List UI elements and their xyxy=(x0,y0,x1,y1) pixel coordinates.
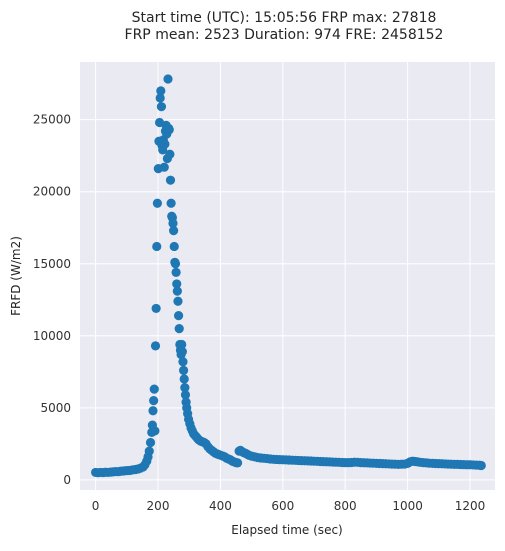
data-point xyxy=(149,396,159,406)
x-axis-label: Elapsed time (sec) xyxy=(231,523,342,537)
x-tick-labels: 0 200 400 600 800 1000 1200 xyxy=(92,499,486,513)
data-point xyxy=(150,341,161,351)
data-point xyxy=(173,296,183,306)
data-point xyxy=(164,125,174,135)
grid-lines xyxy=(80,62,495,490)
data-point xyxy=(145,437,156,448)
y-tick-label: 5000 xyxy=(40,401,71,415)
data-point xyxy=(171,267,181,277)
data-point xyxy=(152,198,162,208)
data-point xyxy=(180,390,191,400)
data-points xyxy=(91,74,486,478)
y-tick-label: 20000 xyxy=(33,185,71,199)
data-point xyxy=(155,93,165,103)
chart-title-line-1: Start time (UTC): 15:05:56 FRP max: 2781… xyxy=(132,10,437,26)
x-tick-label: 0 xyxy=(92,499,100,513)
plot-area xyxy=(80,62,495,490)
data-point xyxy=(178,365,189,375)
y-tick-label: 0 xyxy=(63,473,71,487)
data-point xyxy=(170,259,181,269)
y-tick-label: 15000 xyxy=(33,257,71,271)
x-tick-label: 1200 xyxy=(455,499,486,513)
data-point xyxy=(177,339,187,350)
data-point xyxy=(174,311,184,321)
y-tick-labels: 0 5000 10000 15000 20000 25000 xyxy=(33,113,71,487)
x-tick-label: 400 xyxy=(209,499,232,513)
data-point xyxy=(160,139,170,149)
data-point xyxy=(168,218,178,229)
data-point xyxy=(156,102,167,112)
data-point xyxy=(169,241,179,252)
data-point xyxy=(150,426,160,436)
data-point xyxy=(144,446,154,456)
data-point xyxy=(178,357,188,367)
data-point xyxy=(174,323,184,334)
data-point xyxy=(169,226,179,236)
x-tick-label: 1000 xyxy=(392,499,423,513)
data-point xyxy=(159,162,169,172)
data-point xyxy=(177,347,187,357)
data-point xyxy=(166,198,176,208)
data-point xyxy=(152,241,162,252)
data-point xyxy=(476,460,486,471)
data-point xyxy=(156,86,166,96)
y-tick-label: 25000 xyxy=(33,113,71,127)
data-point xyxy=(180,383,190,393)
data-point xyxy=(172,286,182,296)
data-point xyxy=(151,303,161,314)
data-point xyxy=(148,406,158,416)
chart-title-line-2: FRP mean: 2523 Duration: 974 FRE: 245815… xyxy=(125,27,444,43)
y-tick-label: 10000 xyxy=(33,329,71,343)
data-point xyxy=(163,74,173,84)
y-axis-label: FRFD (W/m2) xyxy=(9,236,23,316)
data-point xyxy=(149,384,159,394)
data-point xyxy=(165,149,175,159)
x-tick-label: 600 xyxy=(271,499,294,513)
data-point xyxy=(179,374,189,384)
x-tick-label: 800 xyxy=(334,499,357,513)
data-point xyxy=(165,175,176,185)
data-point xyxy=(232,458,243,468)
data-point xyxy=(172,279,182,289)
x-tick-label: 200 xyxy=(147,499,170,513)
